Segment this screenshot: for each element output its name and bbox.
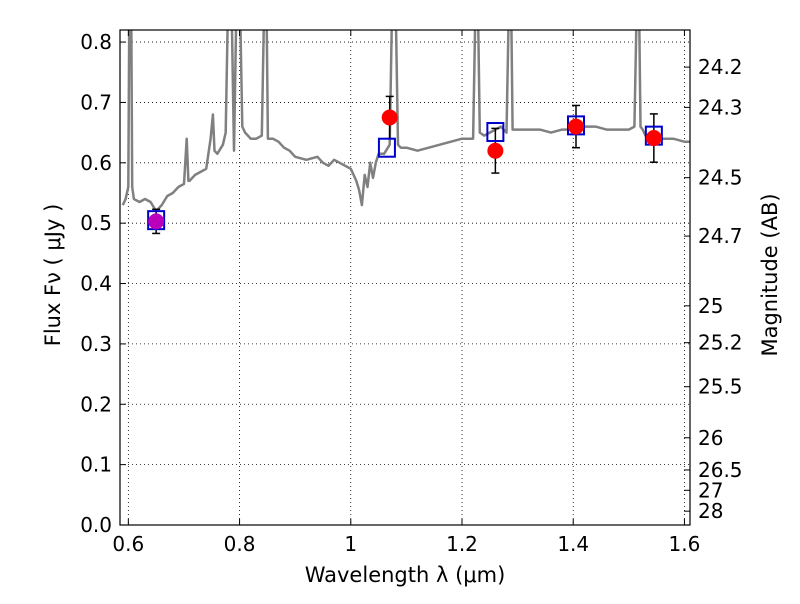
y-axis-label: Flux Fν ( μJy ) xyxy=(41,204,65,347)
y-tick-label: 0.8 xyxy=(80,30,112,54)
observed-circle-marker xyxy=(568,118,584,135)
y-tick-label: 0.6 xyxy=(80,151,112,175)
gridlines xyxy=(120,30,690,526)
x-tick-label: 1.4 xyxy=(557,532,589,556)
y2-tick-label: 26 xyxy=(698,426,723,450)
plot-content xyxy=(121,30,690,235)
y2-tick-label: 28 xyxy=(698,499,723,523)
x-tick-label: 1.2 xyxy=(446,532,478,556)
y-tick-label: 0.4 xyxy=(80,272,112,296)
y2-tick-label: 24.2 xyxy=(698,55,743,79)
y2-tick-label: 24.7 xyxy=(698,224,743,248)
observed-circle-marker xyxy=(645,130,662,147)
x-axis-label: Wavelength λ (μm) xyxy=(305,563,506,587)
spectrum-line xyxy=(121,30,690,213)
y2-tick-label: 26.5 xyxy=(698,458,743,482)
observed-circle-marker xyxy=(487,142,504,159)
y2-tick-label: 25.5 xyxy=(698,375,743,399)
y-tick-label: 0.7 xyxy=(80,90,112,114)
model-square-marker xyxy=(486,122,505,143)
plot-frame xyxy=(119,29,691,526)
y-tick-label: 0.1 xyxy=(80,453,112,477)
x-tick-label: 1 xyxy=(344,532,357,556)
model-square-marker xyxy=(377,137,396,158)
observed-circle-marker xyxy=(381,109,398,126)
y2-tick-label: 27 xyxy=(698,478,723,502)
y2-tick-label: 24.5 xyxy=(698,166,743,190)
x-tick-label: 0.8 xyxy=(224,532,256,556)
y-tick-label: 0.3 xyxy=(80,332,112,356)
x-tick-label: 1.6 xyxy=(669,532,701,556)
y2-tick-label: 25 xyxy=(698,294,723,318)
ticks: 0.6 0.8 1 1.2 1.4 1.6 0.0 0.1 0.2 0.3 0.4 0.5 0.6 0.7… xyxy=(80,30,743,556)
y2-tick-label: 25.2 xyxy=(698,331,743,355)
y-tick-label: 0.0 xyxy=(80,513,112,537)
y-tick-label: 0.5 xyxy=(80,211,112,235)
y-tick-label: 0.2 xyxy=(80,392,112,416)
y2-axis-label: Magnitude (AB) xyxy=(758,193,782,356)
x-tick-label: 0.6 xyxy=(112,532,144,556)
observed-circle-marker xyxy=(148,213,165,230)
y2-tick-label: 24.3 xyxy=(698,95,743,119)
